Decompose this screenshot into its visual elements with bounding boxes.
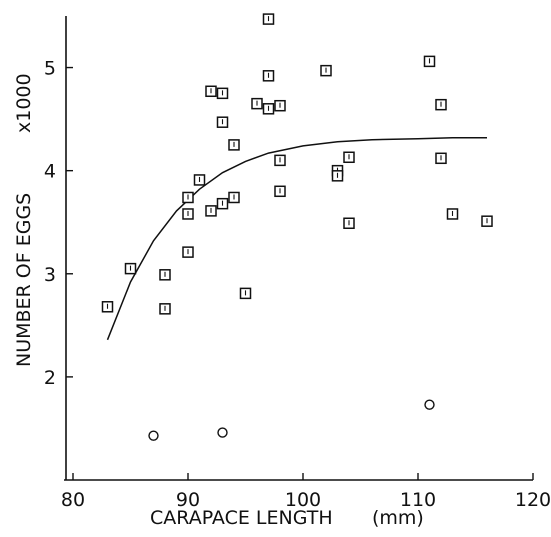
y-tick-label: 2 (44, 367, 56, 389)
ticks: 80 90 100 110 120 2 3 4 5 (44, 58, 551, 511)
square-data-point (262, 103, 275, 115)
x-tick-label: 90 (176, 489, 200, 511)
square-data-point (159, 303, 171, 315)
square-data-point (182, 246, 194, 258)
circle-data-point (217, 427, 228, 438)
square-data-point (205, 85, 217, 98)
square-data-point (228, 191, 240, 204)
square-data-point (274, 154, 286, 167)
fit-curve-layer (106, 136, 487, 341)
square-data-point (343, 151, 355, 164)
square-data-point (274, 185, 286, 198)
fit-curve (106, 136, 487, 341)
square-data-point (182, 191, 194, 204)
square-data-point (216, 87, 229, 100)
square-data-point (159, 269, 171, 281)
y-tick-label: 4 (44, 161, 56, 183)
square-data-point (205, 205, 217, 217)
axes (64, 16, 533, 481)
square-data-point (251, 97, 263, 110)
square-data-point (193, 174, 206, 186)
x-tick-label: 100 (285, 489, 321, 511)
square-data-point (262, 70, 275, 82)
y-axis-unit: x1000 (13, 73, 35, 133)
square-data-point (216, 116, 229, 128)
x-axis-label: CARAPACE LENGTH (150, 507, 333, 529)
y-axis-label: NUMBER OF EGGS (13, 193, 35, 367)
square-data-point (446, 208, 459, 220)
y-tick-label: 3 (44, 264, 56, 286)
points-layer (101, 13, 493, 441)
x-tick-label: 80 (61, 489, 85, 511)
square-data-point (124, 262, 137, 275)
circle-data-point (424, 399, 435, 410)
square-data-point (435, 98, 447, 111)
square-data-point (182, 208, 194, 220)
circle-data-point (148, 430, 159, 441)
x-axis-unit: (mm) (372, 507, 424, 529)
square-data-point (435, 152, 447, 165)
square-data-point (274, 99, 286, 112)
square-data-point (101, 301, 114, 313)
x-tick-label: 110 (400, 489, 436, 511)
square-data-point (228, 139, 240, 151)
square-data-point (423, 55, 436, 68)
square-data-point (320, 64, 332, 77)
square-data-point (216, 197, 229, 210)
y-tick-label: 5 (44, 58, 56, 80)
square-data-point (481, 215, 493, 227)
x-tick-label: 120 (515, 489, 551, 511)
square-data-point (239, 287, 252, 300)
square-data-point (262, 13, 275, 25)
square-data-point (343, 217, 355, 230)
square-data-point (331, 170, 344, 182)
